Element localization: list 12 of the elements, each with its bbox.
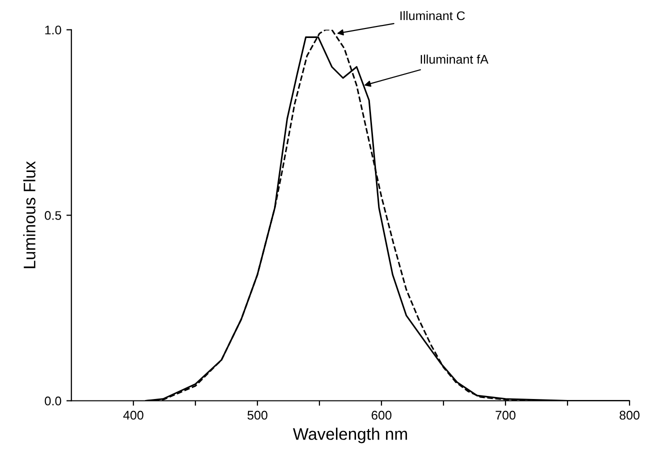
x-tick-label: 500 — [248, 410, 268, 420]
annotation: Illuminant fA — [420, 54, 488, 64]
y-tick-label: 0.5 — [44, 211, 62, 220]
x-tick-label: 700 — [496, 410, 516, 420]
y-tick-label: 1.0 — [45, 26, 62, 34]
y-tick-label: 0.0 — [44, 396, 62, 406]
annotation: Illuminant C — [400, 10, 465, 20]
y-axis-title: Luminous Flux — [23, 161, 36, 268]
x-axis-title: Wavelength nm — [292, 428, 407, 444]
x-tick-label: 400 — [123, 410, 144, 420]
x-tick-label: 800 — [620, 410, 640, 420]
x-tick-label: 600 — [372, 410, 392, 420]
